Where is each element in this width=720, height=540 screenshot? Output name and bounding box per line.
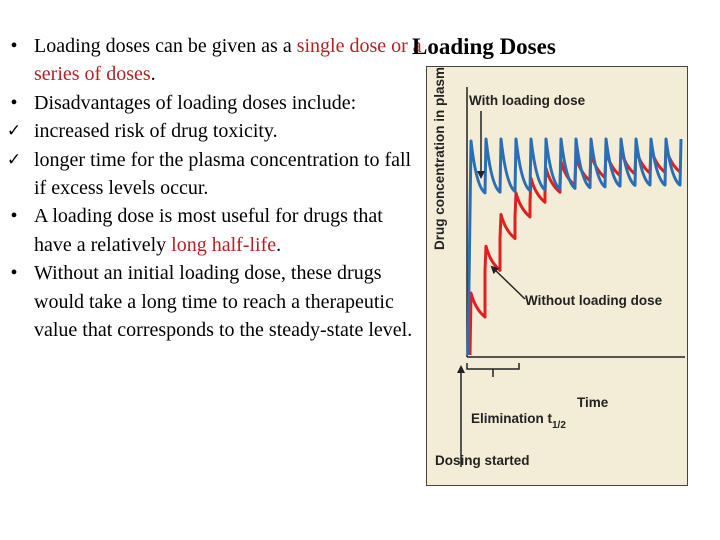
bullet-item: • Disadvantages of loading doses include…	[4, 89, 424, 117]
checkmark-icon: ✓	[6, 121, 22, 142]
elimination-text: Elimination t	[471, 411, 553, 426]
elimination-subscript: 1/2	[552, 420, 566, 431]
bullet-marker: •	[10, 35, 18, 57]
without-loading-label: Without loading dose	[525, 293, 663, 308]
with-loading-label: With loading dose	[469, 93, 586, 108]
bullet-highlight: long half-life	[171, 233, 277, 256]
without-loading-arrow	[490, 265, 526, 300]
bullet-punct: .	[276, 233, 282, 256]
slide-title: Loading Doses	[412, 34, 556, 59]
pharmacokinetics-figure: Drug concentration in plasma With loadin…	[426, 66, 688, 486]
elimination-label: Elimination t1/2	[471, 411, 566, 431]
bullet-item: • A loading dose is most useful for drug…	[4, 202, 424, 259]
figure-canvas: Drug concentration in plasma With loadin…	[432, 67, 685, 468]
bullet-highlight: single dose or a series of doses	[34, 35, 422, 86]
dosing-started-label: Dosing started	[435, 453, 530, 468]
bullet-marker: •	[10, 205, 18, 228]
bullet-item: • Loading doses can be given as a single…	[4, 32, 424, 89]
bullet-text: Without an initial loading dose, these d…	[34, 262, 413, 342]
check-item: ✓ increased risk of drug toxicity.	[4, 117, 424, 145]
bullet-list: • Loading doses can be given as a single…	[4, 32, 424, 344]
bullet-marker: •	[10, 262, 18, 285]
x-axis-label: Time	[577, 395, 609, 410]
check-item: ✓ longer time for the plasma concentrati…	[4, 146, 424, 203]
bullet-punct: .	[150, 63, 156, 86]
checkmark-icon: ✓	[6, 149, 22, 170]
half-life-bracket	[466, 363, 520, 370]
bullet-text: Loading doses can be given as a	[34, 35, 297, 57]
bullet-item: • Without an initial loading dose, these…	[4, 259, 424, 344]
y-axis-label: Drug concentration in plasma	[432, 67, 447, 250]
bullet-text: longer time for the plasma concentration…	[34, 148, 412, 200]
bullet-marker: •	[10, 91, 18, 114]
bullet-text: A loading dose is most useful for drugs …	[34, 205, 383, 256]
bullet-text: increased risk of drug toxicity.	[34, 120, 278, 143]
bullet-text: Disadvantages of loading doses include:	[34, 91, 357, 114]
with-loading-dose-curve	[466, 137, 683, 356]
